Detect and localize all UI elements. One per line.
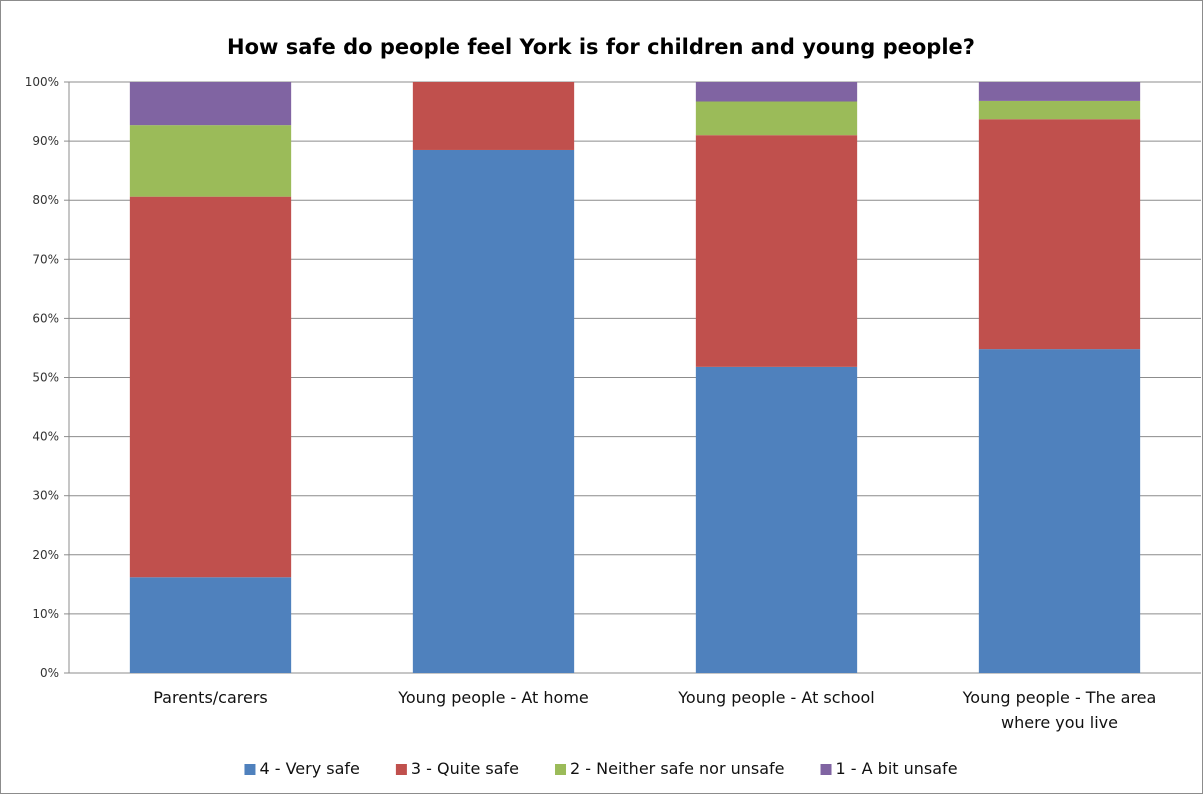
bar-segment	[129, 577, 292, 673]
bar-segment	[129, 125, 292, 197]
bar-segment	[978, 349, 1141, 673]
y-tick-label: 30%	[32, 489, 59, 503]
legend-swatch	[555, 764, 567, 775]
x-axis-labels: Parents/carers Young people - At home Youn…	[153, 688, 1156, 732]
y-tick-label: 70%	[32, 252, 59, 266]
y-tick-label: 20%	[32, 548, 59, 562]
y-tick-label: 40%	[32, 430, 59, 444]
bar-segment	[695, 366, 858, 673]
legend-item: 1 - A bit unsafe	[820, 759, 958, 778]
y-tick-label: 80%	[32, 193, 59, 207]
y-tick-label: 60%	[32, 311, 59, 325]
y-tick-label: 50%	[32, 371, 59, 385]
legend-label: 4 - Very safe	[259, 759, 359, 778]
bar-segment	[695, 101, 858, 136]
legend-label: 3 - Quite safe	[411, 759, 519, 778]
legend-label: 1 - A bit unsafe	[836, 759, 958, 778]
x-category-label: Young people - At school	[677, 688, 874, 707]
bar-segment	[412, 149, 575, 674]
legend: 4 - Very safe 3 - Quite safe 2 - Neither s…	[244, 759, 958, 778]
bar-segment	[129, 196, 292, 578]
x-category-label: Parents/carers	[153, 688, 268, 707]
legend-item: 4 - Very safe	[244, 759, 360, 778]
legend-item: 3 - Quite safe	[395, 759, 519, 778]
y-tick-label: 100%	[25, 75, 59, 89]
bar-segment	[129, 82, 292, 126]
legend-swatch	[395, 764, 407, 775]
x-category-label: where you live	[1001, 713, 1118, 732]
y-tick-label: 90%	[32, 134, 59, 148]
legend-item: 2 - Neither safe nor unsafe	[555, 759, 785, 778]
bar-segment	[695, 82, 858, 102]
y-axis: 0% 10% 20% 30% 40% 50% 60% 70% 80% 90% 100%	[25, 75, 70, 680]
bar-segment	[695, 135, 858, 367]
y-tick-label: 0%	[40, 666, 59, 680]
legend-label: 2 - Neither safe nor unsafe	[570, 759, 785, 778]
bars	[129, 82, 1141, 674]
bar-segment	[978, 82, 1141, 101]
y-tick-label: 10%	[32, 607, 59, 621]
chart-title: How safe do people feel York is for chil…	[227, 35, 975, 59]
bar-segment	[978, 100, 1141, 120]
legend-swatch	[820, 764, 832, 775]
legend-swatch	[244, 764, 256, 775]
x-category-label: Young people - The area	[962, 688, 1157, 707]
x-category-label: Young people - At home	[397, 688, 589, 707]
bar-segment	[412, 82, 575, 150]
bar-segment	[978, 119, 1141, 350]
